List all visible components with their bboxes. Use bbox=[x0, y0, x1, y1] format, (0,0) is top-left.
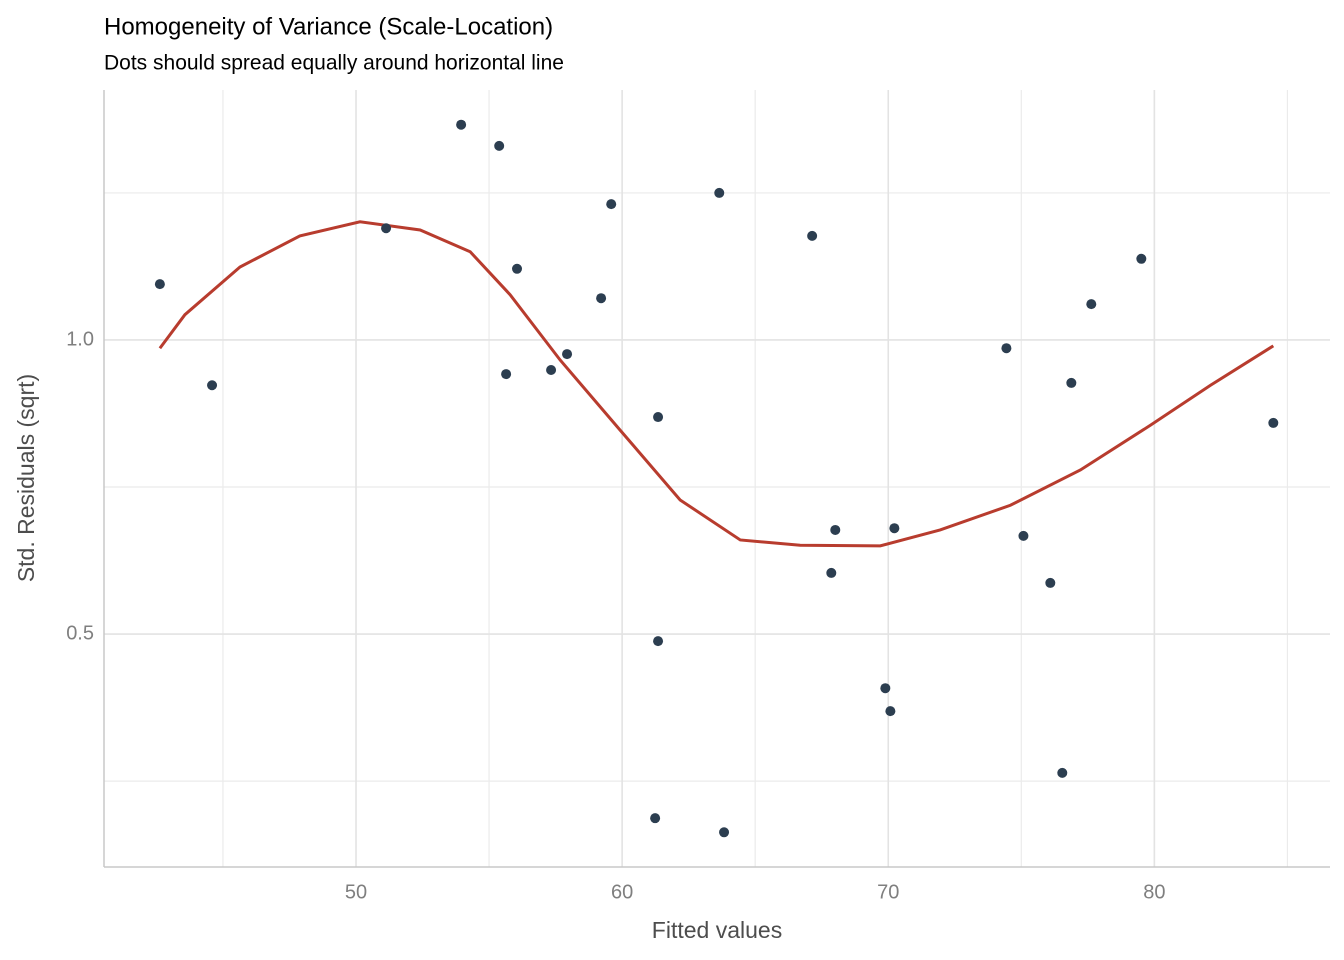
y-axis-title: Std. Residuals (sqrt) bbox=[13, 374, 39, 582]
smooth-line bbox=[158, 220, 1275, 548]
point bbox=[1086, 299, 1097, 310]
point bbox=[501, 369, 512, 380]
point bbox=[1045, 577, 1056, 588]
point bbox=[596, 293, 607, 304]
point bbox=[207, 380, 218, 391]
point bbox=[826, 567, 837, 578]
point bbox=[1057, 767, 1068, 778]
point bbox=[512, 263, 523, 274]
point bbox=[456, 119, 467, 130]
y-tick-label: 1.0 bbox=[66, 328, 94, 350]
point bbox=[807, 230, 818, 241]
y-tick-label: 0.5 bbox=[66, 622, 94, 644]
point bbox=[546, 364, 557, 375]
point bbox=[1001, 343, 1012, 354]
point bbox=[889, 523, 900, 534]
x-tick-label: 60 bbox=[611, 881, 633, 903]
point bbox=[714, 187, 725, 198]
x-axis-title: Fitted values bbox=[652, 917, 782, 943]
chart-subtitle: Dots should spread equally around horizo… bbox=[104, 52, 564, 75]
point bbox=[719, 827, 730, 838]
point bbox=[880, 683, 891, 694]
point bbox=[154, 279, 165, 290]
point bbox=[653, 412, 664, 423]
point bbox=[1066, 377, 1077, 388]
chart-title: Homogeneity of Variance (Scale-Location) bbox=[104, 13, 553, 40]
point bbox=[1018, 530, 1029, 541]
point bbox=[830, 524, 841, 535]
point bbox=[562, 349, 573, 360]
point bbox=[381, 223, 392, 234]
point bbox=[606, 199, 617, 210]
x-tick-label: 70 bbox=[877, 881, 899, 903]
point bbox=[650, 813, 661, 824]
point bbox=[1268, 417, 1279, 428]
point bbox=[1136, 253, 1147, 264]
point bbox=[885, 706, 896, 717]
point bbox=[494, 140, 505, 151]
x-tick-label: 80 bbox=[1143, 881, 1165, 903]
x-tick-label: 50 bbox=[345, 881, 367, 903]
point bbox=[653, 636, 664, 647]
